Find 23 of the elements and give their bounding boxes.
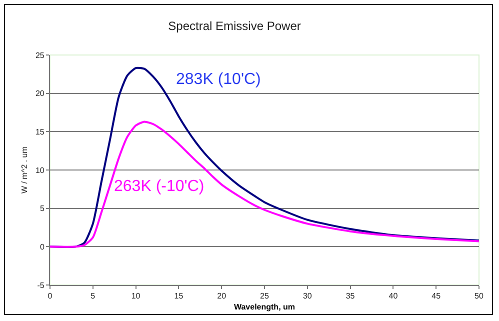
x-tick-label: 30 [302, 292, 312, 301]
x-tick-label: 25 [260, 292, 270, 301]
x-tick-label: 0 [48, 292, 53, 301]
chart-title: Spectral Emissive Power [168, 18, 301, 33]
x-tick-label: 40 [388, 292, 398, 301]
y-tick-label: 25 [35, 50, 45, 60]
y-tick-label: 0 [40, 242, 45, 252]
x-tick-label: 15 [174, 292, 184, 301]
y-tick-label: -5 [37, 280, 45, 290]
x-tick-label: 5 [90, 292, 96, 301]
y-axis-title: W / m^2 . um [20, 146, 30, 194]
x-tick-label: 20 [217, 292, 227, 301]
x-tick-label: 45 [432, 292, 442, 301]
x-tick-label: 35 [346, 292, 356, 301]
y-tick-label: 20 [35, 89, 45, 98]
x-tick-label: 50 [474, 292, 484, 301]
x-axis-title: Wavelength, um [234, 302, 296, 312]
series-label: 283K (10'C) [176, 71, 261, 88]
y-tick-label: 10 [35, 166, 45, 175]
y-tick-label: 5 [40, 204, 45, 214]
x-tick-label: 10 [131, 292, 141, 301]
y-tick-label: 15 [35, 127, 45, 136]
series-label: 263K (-10'C) [114, 178, 204, 195]
